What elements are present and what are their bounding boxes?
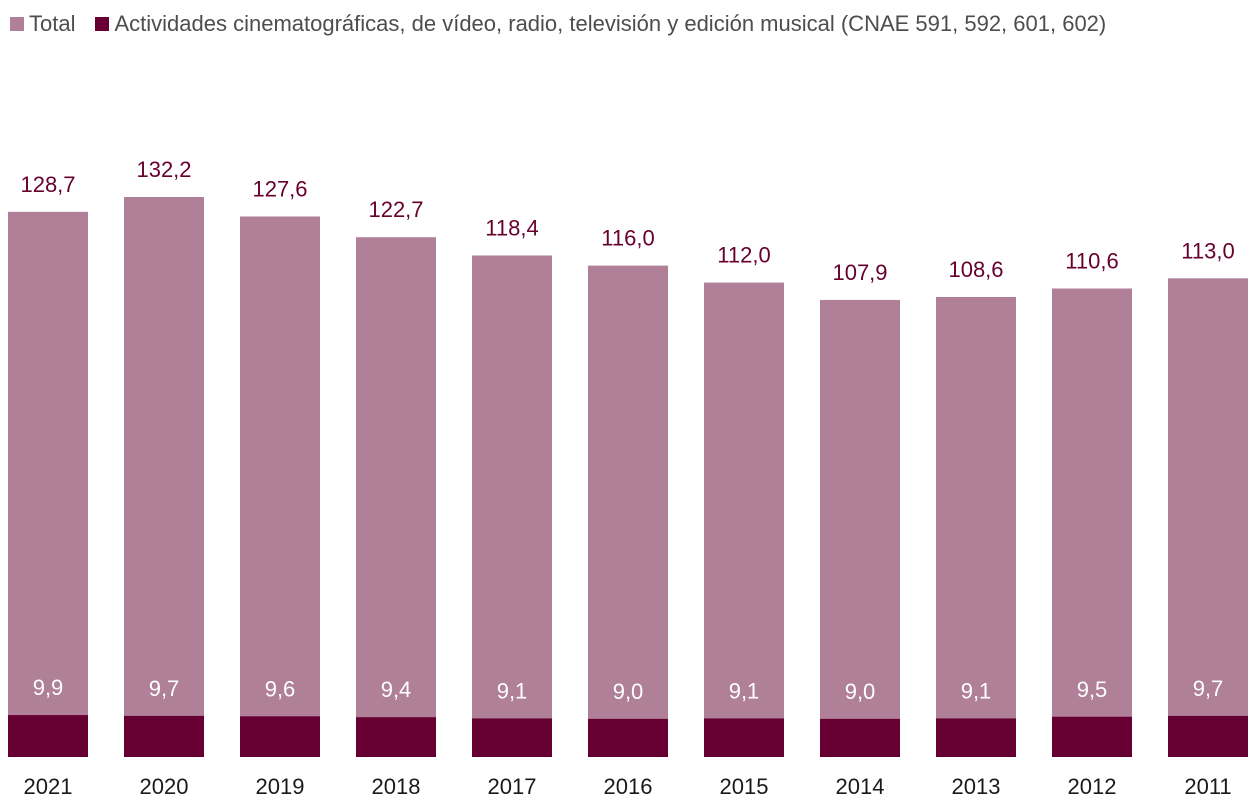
legend-item-total: Total — [10, 11, 75, 37]
bar-sub-2015 — [704, 718, 784, 757]
x-tick-2011: 2011 — [1184, 774, 1231, 799]
bar-total-2018 — [356, 237, 436, 757]
value-label-total-2015: 112,0 — [717, 243, 770, 268]
x-tick-2015: 2015 — [720, 774, 769, 799]
value-label-sub-2012: 9,5 — [1077, 677, 1108, 702]
bar-sub-2018 — [356, 717, 436, 757]
value-label-total-2016: 116,0 — [601, 226, 654, 251]
x-tick-2017: 2017 — [488, 774, 537, 799]
bar-sub-2011 — [1168, 715, 1248, 757]
bar-total-2021 — [8, 211, 88, 757]
x-tick-2018: 2018 — [372, 774, 421, 799]
value-label-sub-2019: 9,6 — [265, 676, 296, 701]
x-tick-2019: 2019 — [256, 774, 305, 799]
x-tick-2013: 2013 — [952, 774, 1001, 799]
bar-sub-2017 — [472, 718, 552, 757]
value-label-total-2020: 132,2 — [136, 157, 191, 182]
legend-label-sub: Actividades cinematográficas, de vídeo, … — [114, 11, 1107, 36]
legend-label-total: Total — [29, 11, 76, 36]
bar-total-2017 — [472, 255, 552, 757]
bar-total-2020 — [124, 197, 204, 757]
value-label-sub-2014: 9,0 — [845, 679, 876, 704]
bar-sub-2014 — [820, 718, 900, 757]
value-label-sub-2021: 9,9 — [33, 675, 64, 700]
value-label-total-2019: 127,6 — [252, 176, 307, 201]
x-tick-2016: 2016 — [604, 774, 653, 799]
bar-sub-2019 — [240, 716, 320, 757]
value-label-total-2014: 107,9 — [832, 260, 887, 285]
bar-sub-2021 — [8, 715, 88, 757]
x-tick-2014: 2014 — [836, 774, 885, 799]
value-label-total-2017: 118,4 — [485, 215, 538, 240]
bar-total-2015 — [704, 282, 784, 757]
bar-total-2011 — [1168, 278, 1248, 757]
value-label-sub-2018: 9,4 — [381, 677, 412, 702]
bar-total-2012 — [1052, 288, 1132, 757]
value-label-total-2021: 128,7 — [20, 172, 75, 197]
bar-sub-2013 — [936, 718, 1016, 757]
bar-total-2016 — [588, 265, 668, 757]
x-tick-2012: 2012 — [1068, 774, 1117, 799]
value-label-sub-2017: 9,1 — [497, 678, 528, 703]
bar-sub-2020 — [124, 715, 204, 757]
legend: Total Actividades cinematográficas, de v… — [10, 6, 1126, 42]
x-tick-2021: 2021 — [24, 774, 73, 799]
x-tick-2020: 2020 — [140, 774, 189, 799]
bar-total-2019 — [240, 216, 320, 758]
bar-total-2014 — [820, 299, 900, 757]
value-label-total-2013: 108,6 — [948, 257, 1003, 282]
value-label-sub-2011: 9,7 — [1193, 676, 1224, 701]
bar-sub-2012 — [1052, 716, 1132, 757]
value-label-sub-2016: 9,0 — [613, 679, 644, 704]
value-label-total-2018: 122,7 — [368, 197, 423, 222]
value-label-sub-2015: 9,1 — [729, 678, 760, 703]
legend-swatch-sub — [95, 17, 110, 31]
value-label-total-2011: 113,0 — [1181, 238, 1234, 263]
bar-total-2013 — [936, 296, 1016, 757]
legend-item-sub: Actividades cinematográficas, de vídeo, … — [95, 11, 1106, 37]
value-label-sub-2013: 9,1 — [961, 678, 992, 703]
bar-sub-2016 — [588, 718, 668, 757]
value-label-total-2012: 110,6 — [1065, 248, 1118, 273]
value-label-sub-2020: 9,7 — [149, 676, 180, 701]
legend-swatch-total — [10, 17, 24, 31]
